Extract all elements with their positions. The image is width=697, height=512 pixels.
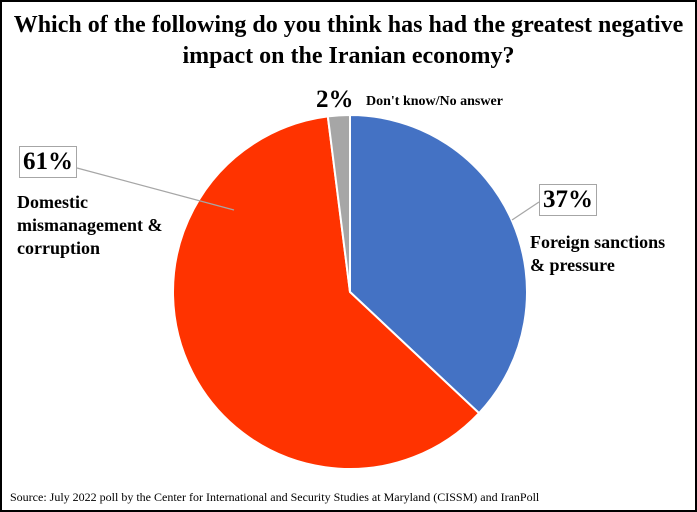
category-label-foreign-sanctions: Foreign sanctions & pressure [530,232,666,275]
leader-line-domestic-mismanagement [76,167,235,211]
value-label-foreign-sanctions: 37% [539,184,597,216]
value-label-dont-know: 2% [316,86,354,113]
pie-slice-dont-know [326,113,351,293]
pie-slice-foreign-sanctions [349,113,528,415]
leader-line-foreign-sanctions [511,201,540,221]
pie-slice-domestic-mismanagement [172,115,481,470]
chart-title: Which of the following do you think has … [13,12,684,69]
source-note: Source: July 2022 poll by the Center for… [10,490,540,504]
value-label-domestic-mismanagement: 61% [19,146,77,178]
category-label-domestic-mismanagement: Domestic mismanagement & corruption [17,192,163,258]
category-label-dont-know: Don't know/No answer [366,94,503,109]
